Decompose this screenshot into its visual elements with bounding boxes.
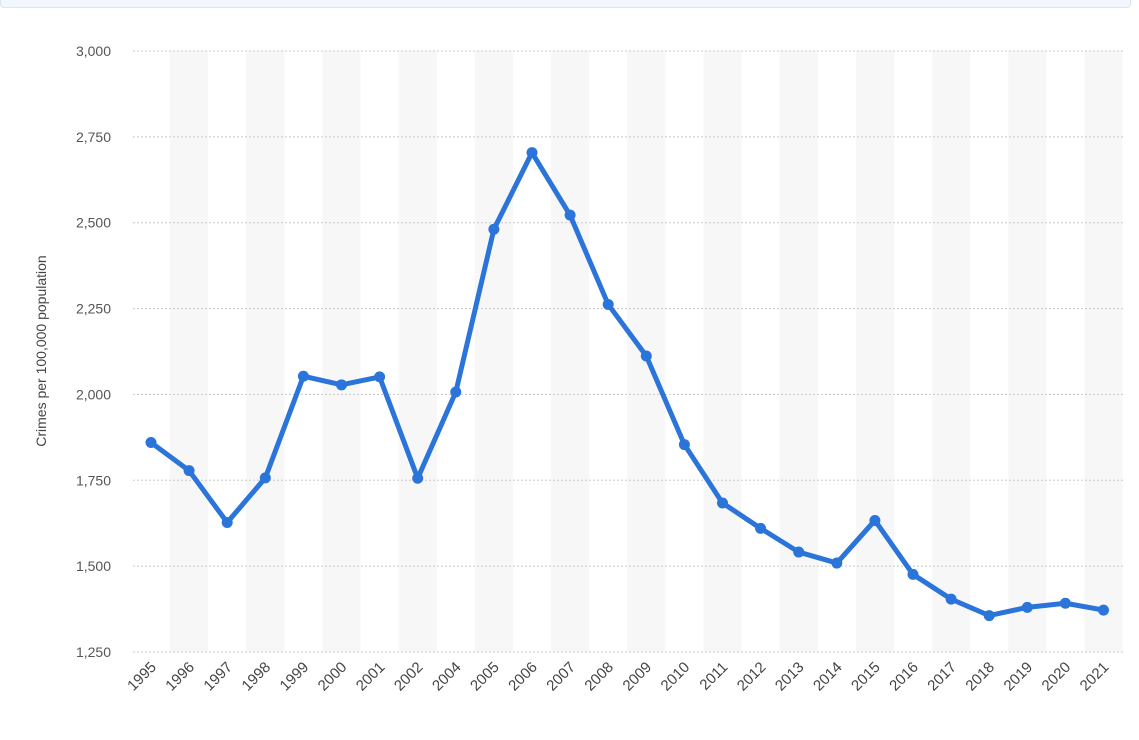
x-tick-label: 2012	[734, 659, 770, 695]
data-point[interactable]	[793, 546, 805, 558]
data-point[interactable]	[755, 522, 767, 534]
data-point[interactable]	[602, 298, 614, 310]
x-tick-label: 2018	[962, 659, 998, 695]
data-point[interactable]	[526, 147, 538, 159]
y-tick-label: 2,250	[76, 301, 111, 317]
x-tick-label: 2014	[810, 659, 846, 695]
data-point[interactable]	[831, 557, 843, 569]
column-band	[170, 51, 209, 652]
data-point[interactable]	[564, 209, 576, 221]
x-tick-label: 2015	[848, 659, 884, 695]
x-tick-label: 2002	[391, 659, 427, 695]
x-tick-label: 2008	[581, 659, 617, 695]
data-point[interactable]	[488, 223, 500, 235]
data-point[interactable]	[907, 568, 919, 580]
data-point[interactable]	[869, 514, 881, 526]
column-band	[932, 51, 971, 652]
y-tick-label: 2,500	[76, 215, 111, 231]
data-point[interactable]	[412, 472, 424, 484]
x-tick-label: 2009	[620, 659, 656, 695]
x-tick-label: 2017	[924, 659, 960, 695]
column-band	[322, 51, 361, 652]
x-tick-label: 1998	[239, 659, 275, 695]
data-point[interactable]	[1021, 601, 1033, 613]
data-point[interactable]	[678, 439, 690, 451]
x-tick-label: 1996	[162, 659, 198, 695]
data-point[interactable]	[221, 517, 233, 529]
x-tick-label: 2001	[353, 659, 389, 695]
data-point[interactable]	[983, 610, 995, 622]
x-tick-label: 2019	[1001, 659, 1037, 695]
y-tick-label: 1,250	[76, 644, 111, 660]
data-point[interactable]	[183, 465, 195, 477]
x-tick-label: 2006	[505, 659, 541, 695]
y-tick-label: 1,750	[76, 472, 111, 488]
column-band	[855, 51, 894, 652]
y-axis-title: Crimes per 100,000 population	[33, 255, 49, 446]
column-band	[246, 51, 285, 652]
x-tick-label: 2007	[543, 659, 579, 695]
x-tick-label: 1999	[277, 659, 313, 695]
top-banner	[0, 0, 1131, 8]
data-point[interactable]	[259, 472, 271, 484]
column-band	[703, 51, 742, 652]
x-tick-label: 1995	[124, 659, 160, 695]
column-band	[779, 51, 818, 652]
data-point[interactable]	[1059, 597, 1071, 609]
y-tick-label: 3,000	[76, 43, 111, 59]
x-axis-ticks: 1995 1996 1997 1998 1999 2000 2001 2002 2004 2005…	[124, 659, 1112, 695]
x-tick-label: 2000	[315, 659, 351, 695]
x-tick-label: 2021	[1077, 659, 1113, 695]
column-band	[1084, 51, 1123, 652]
y-tick-label: 1,500	[76, 558, 111, 574]
column-band	[551, 51, 590, 652]
data-point[interactable]	[336, 379, 347, 391]
x-tick-label: 2013	[772, 659, 808, 695]
column-bands	[170, 51, 1123, 652]
data-point[interactable]	[374, 371, 386, 383]
data-point[interactable]	[450, 386, 462, 398]
column-band	[474, 51, 513, 652]
gridlines	[133, 50, 1124, 653]
column-band	[1008, 51, 1047, 652]
series-line	[148, 150, 1106, 619]
data-point[interactable]	[717, 497, 728, 509]
data-point[interactable]	[297, 370, 309, 382]
x-tick-label: 2004	[429, 659, 465, 695]
series-layer	[145, 147, 1109, 622]
x-tick-label: 2016	[886, 659, 922, 695]
x-tick-label: 1997	[200, 659, 236, 695]
x-tick-label: 2005	[467, 659, 503, 695]
y-tick-label: 2,000	[76, 386, 111, 402]
y-tick-label: 2,750	[76, 129, 111, 145]
data-point[interactable]	[1098, 604, 1109, 616]
y-axis-ticks: 1,250 1,500 1,750 2,000 2,250 2,500 2,750 3,000	[76, 43, 111, 660]
x-tick-label: 2011	[696, 659, 731, 694]
data-point[interactable]	[945, 593, 957, 605]
x-tick-label: 2010	[658, 659, 694, 695]
column-band	[398, 51, 437, 652]
data-point[interactable]	[640, 350, 652, 362]
x-tick-label: 2020	[1039, 659, 1075, 695]
data-point[interactable]	[145, 437, 157, 449]
